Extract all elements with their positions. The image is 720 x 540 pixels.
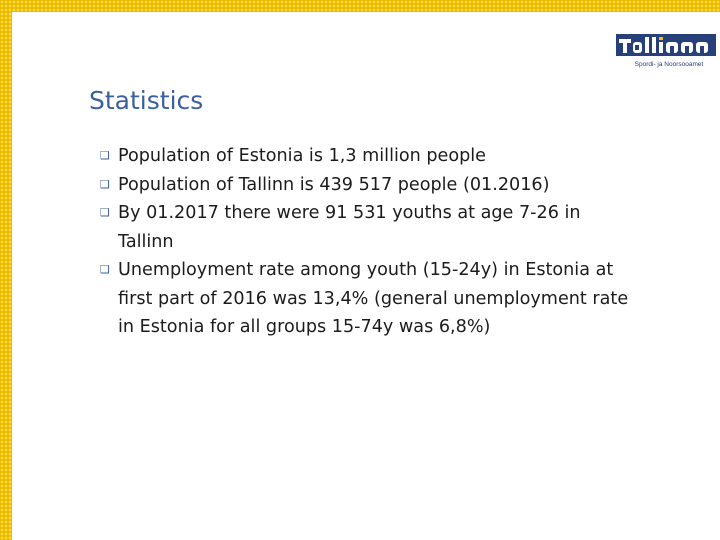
slide-title: Statistics (89, 86, 204, 115)
bullet-item: ❑ By 01.2017 there were 91 531 youths at… (100, 199, 640, 256)
logo-subtitle: Spordi- ja Noorsooamet (634, 61, 704, 68)
bullet-icon: ❑ (100, 263, 110, 276)
bullet-text: By 01.2017 there were 91 531 youths at a… (118, 203, 581, 252)
tallinn-logo-icon (616, 34, 716, 56)
bullet-icon: ❑ (100, 206, 110, 219)
bullet-item: ❑ Unemployment rate among youth (15-24y)… (100, 256, 640, 342)
tallinn-logo: Spordi- ja Noorsooamet (608, 30, 720, 76)
bullet-list: ❑ Population of Estonia is 1,3 million p… (100, 142, 640, 342)
bullet-text: Population of Estonia is 1,3 million peo… (118, 146, 486, 166)
bullet-text: Population of Tallinn is 439 517 people … (118, 174, 550, 195)
bullet-text: Unemployment rate among youth (15-24y) i… (118, 260, 629, 337)
bullet-icon: ❑ (100, 177, 110, 191)
bullet-icon: ❑ (100, 149, 110, 162)
bullet-item: ❑ Population of Estonia is 1,3 million p… (100, 142, 640, 171)
slide: Spordi- ja Noorsooamet Statistics ❑ Popu… (12, 12, 720, 540)
bullet-item: ❑ Population of Tallinn is 439 517 peopl… (100, 171, 640, 200)
